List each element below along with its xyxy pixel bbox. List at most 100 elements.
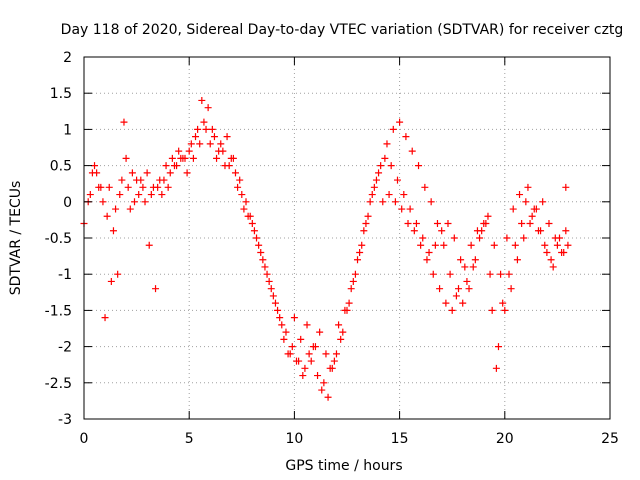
data-point [433,220,441,228]
y-tick-label: 0 [63,195,72,211]
data-point [299,372,307,380]
data-point [265,277,273,285]
y-tick-label: 1.5 [50,86,72,102]
data-point [547,256,555,264]
data-point [280,335,288,343]
data-point [152,285,160,293]
data-point [358,241,366,249]
y-tick-label: -2 [58,340,72,356]
x-tick-label: 15 [391,431,409,447]
data-point [105,183,113,191]
data-point [257,248,265,256]
x-axis-label: GPS time / hours [285,458,402,474]
data-point [112,205,120,213]
data-point [556,234,564,242]
data-point [402,133,410,141]
data-point [442,299,450,307]
data-point [356,248,364,256]
data-point [126,205,134,213]
data-point [318,386,326,394]
data-point [415,162,423,170]
data-point [473,227,481,235]
data-point [332,350,340,358]
data-point [288,343,296,351]
data-point [463,277,471,285]
data-point [524,183,532,191]
data-point [250,227,258,235]
data-point [516,191,524,199]
data-point [507,285,515,293]
data-point [282,328,290,336]
y-tick-label: 1 [63,122,72,138]
data-point [383,140,391,148]
y-tick-label: -0.5 [45,231,72,247]
data-point [303,321,311,329]
data-point [316,328,324,336]
data-point [541,241,549,249]
series-track-3 [88,118,570,372]
data-point [160,176,168,184]
data-point [471,256,479,264]
data-point [480,220,488,228]
data-point [429,270,437,278]
data-point [446,270,454,278]
data-point [124,183,132,191]
data-point [526,220,534,228]
data-point [488,306,496,314]
data-point [393,176,401,184]
data-point [360,227,368,235]
data-point [351,270,359,278]
series-track-1 [80,118,572,387]
data-point [234,183,242,191]
data-point [404,220,412,228]
data-point [253,234,261,242]
data-point [444,220,452,228]
data-point [410,227,418,235]
data-point [379,198,387,206]
x-tick-label: 5 [185,431,194,447]
data-point [118,176,126,184]
y-tick-label: 0.5 [50,159,72,175]
data-point [177,154,185,162]
data-point [210,133,218,141]
data-point [208,125,216,133]
data-point [170,162,178,170]
data-point [553,241,561,249]
x-tick-label: 25 [601,431,619,447]
data-point [417,241,425,249]
data-point [248,220,256,228]
data-point [391,198,399,206]
data-point [95,183,103,191]
data-point [293,357,301,365]
data-point [269,292,277,300]
data-point [231,169,239,177]
data-point [204,104,212,112]
data-point [387,162,395,170]
data-point [143,169,151,177]
data-point [217,140,225,148]
chart-title: Day 118 of 2020, Sidereal Day-to-day VTE… [61,22,624,38]
data-point [139,183,147,191]
data-point [168,154,176,162]
data-point [562,227,570,235]
data-point [450,234,458,242]
data-point [166,169,174,177]
x-tick-label: 20 [496,431,514,447]
series-track-2 [84,96,570,401]
data-point [107,277,115,285]
data-point [305,350,313,358]
data-point [545,220,553,228]
data-point [431,241,439,249]
data-point [349,277,357,285]
data-point [213,154,221,162]
data-point [562,183,570,191]
data-point [509,205,517,213]
data-point [497,270,505,278]
data-point [141,198,149,206]
data-point [364,212,372,220]
y-axis-label: SDTVAR / TECUs [8,181,24,296]
data-point [385,191,393,199]
data-point [503,234,511,242]
